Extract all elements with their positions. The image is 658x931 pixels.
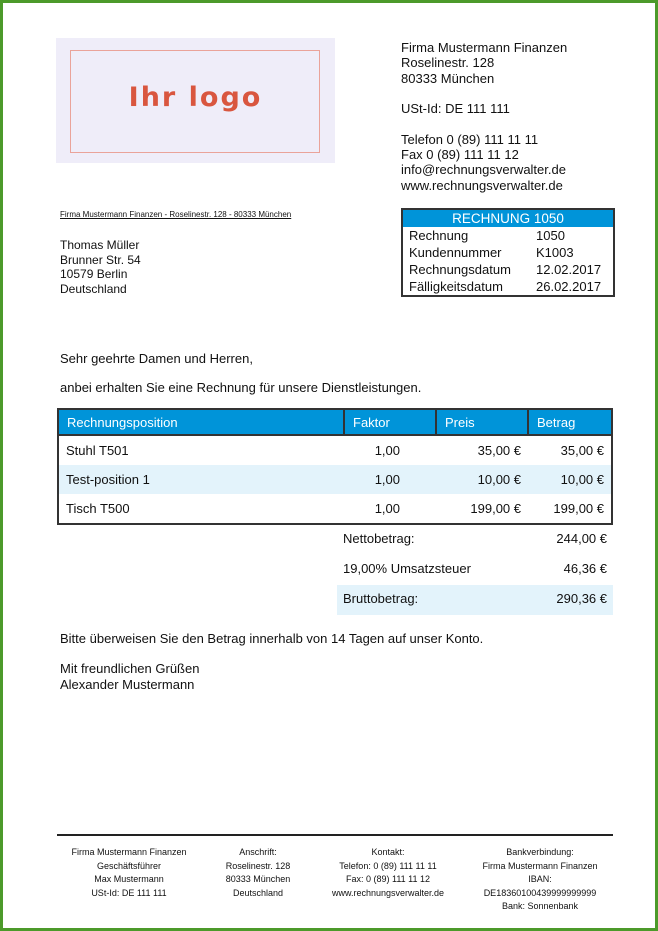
footer-company: Firma Mustermann Finanzen Geschäftsführer… bbox=[71, 847, 187, 898]
vat-total: 19,00% Umsatzsteuer 46,36 € bbox=[343, 561, 607, 576]
totals: Nettobetrag: 244,00 € 19,00% Umsatzsteuer… bbox=[337, 525, 613, 615]
payment-note: Bitte überweisen Sie den Betrag innerhal… bbox=[60, 631, 484, 646]
net-total: Nettobetrag: 244,00 € bbox=[343, 531, 607, 546]
company-address: Firma Mustermann Finanzen Roselinestr. 1… bbox=[401, 40, 567, 193]
company-phone: Telefon 0 (89) 111 11 11 bbox=[401, 131, 539, 147]
line-items-table: Rechnungsposition Faktor Preis Betrag St… bbox=[57, 408, 613, 525]
gross-total: Bruttobetrag: 290,36 € bbox=[337, 585, 613, 615]
recipient-street: Brunner Str. 54 bbox=[60, 252, 141, 267]
company-street: Roselinestr. 128 bbox=[401, 55, 495, 71]
company-web: www.rechnungsverwalter.de bbox=[401, 177, 563, 193]
info-row: Kundennummer K1003 bbox=[409, 245, 574, 260]
company-vat: USt-Id: DE 111 111 bbox=[401, 101, 510, 117]
table-row: Tisch T500 1,00 199,00 €199,00 € bbox=[66, 501, 604, 516]
company-logo: Ihr logo bbox=[56, 38, 335, 163]
invoice-title: RECHNUNG 1050 bbox=[403, 210, 613, 227]
signature: Alexander Mustermann bbox=[60, 677, 195, 692]
intro-text: anbei erhalten Sie eine Rechnung für uns… bbox=[60, 380, 422, 395]
footer-divider bbox=[57, 834, 613, 836]
footer-contact: Kontakt: Telefon: 0 (89) 111 11 11 Fax: 0 … bbox=[331, 847, 445, 898]
recipient-country: Deutschland bbox=[60, 281, 127, 296]
recipient-address: Thomas Müller Brunner Str. 54 10579 Berl… bbox=[60, 238, 141, 296]
invoice-info-box: RECHNUNG 1050 Rechnung 1050 Kundennummer K… bbox=[401, 208, 615, 297]
sender-line: Firma Mustermann Finanzen - Roselinestr.… bbox=[60, 210, 292, 219]
table-row: Test-position 1 1,00 10,00 €10,00 € bbox=[58, 465, 612, 494]
info-row: Rechnung 1050 bbox=[409, 228, 565, 243]
footer-bank: Bankverbindung: Firma Mustermann Finanzen… bbox=[482, 847, 598, 912]
recipient-name: Thomas Müller bbox=[60, 238, 140, 252]
info-row: Rechnungsdatum 12.02.2017 bbox=[409, 262, 602, 277]
logo-text: Ihr logo bbox=[128, 82, 263, 113]
closing: Mit freundlichen Grüßen bbox=[60, 661, 200, 676]
company-city: 80333 München bbox=[401, 70, 495, 86]
recipient-city: 10579 Berlin bbox=[60, 267, 128, 281]
table-row: Stuhl T501 1,00 35,00 €35,00 € bbox=[66, 443, 604, 458]
company-name: Firma Mustermann Finanzen bbox=[401, 40, 568, 55]
company-email: info@rechnungsverwalter.de bbox=[401, 162, 566, 178]
table-header: Rechnungsposition Faktor Preis Betrag bbox=[58, 409, 612, 436]
info-row: Fälligkeitsdatum 26.02.2017 bbox=[409, 279, 602, 294]
greeting: Sehr geehrte Damen und Herren, bbox=[60, 351, 253, 366]
footer-address: Anschrift: Roselinestr. 128 80333 München D… bbox=[225, 847, 291, 898]
company-fax: Fax 0 (89) 111 11 12 bbox=[401, 147, 519, 163]
